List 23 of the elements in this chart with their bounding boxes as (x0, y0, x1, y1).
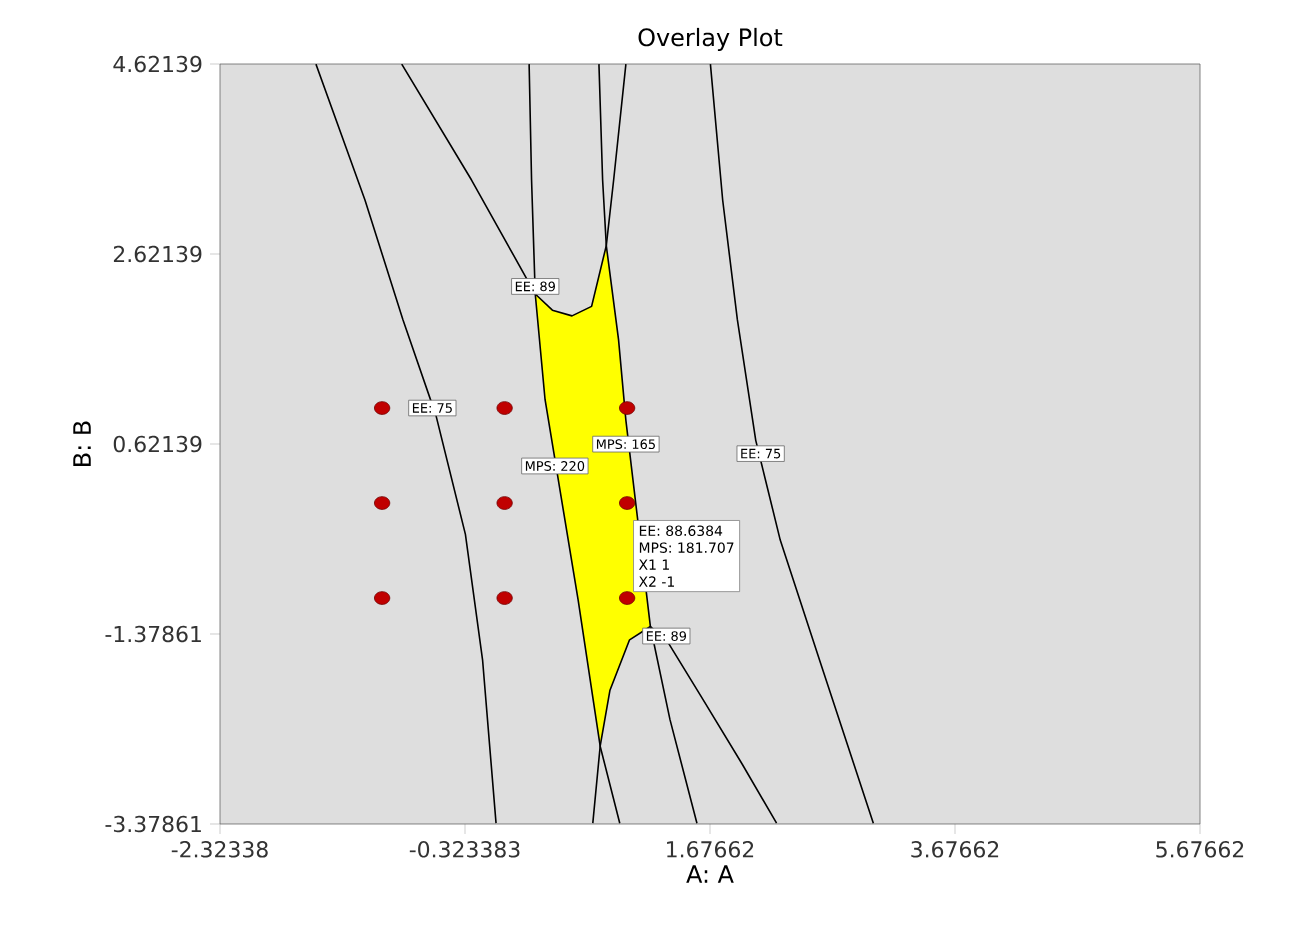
x-tick-label: -0.323383 (409, 841, 520, 858)
y-tick-label: 2.62139 (113, 245, 202, 263)
point (374, 401, 391, 415)
point (374, 496, 391, 510)
x-axis-title: A: A (686, 865, 734, 883)
line-series (315, 64, 497, 824)
point (619, 496, 636, 510)
x-tick-label: -2.32338 (171, 841, 268, 858)
x-tick-label: 1.67662 (667, 841, 754, 858)
point (619, 401, 636, 415)
y-tick-label: 0.62139 (113, 435, 202, 453)
point (496, 401, 513, 415)
y-tick-label: 4.62139 (113, 55, 202, 73)
x-tick-label: 3.67662 (911, 841, 999, 858)
point (374, 591, 391, 605)
point (619, 591, 636, 605)
y-tick-label: -1.37861 (105, 625, 201, 643)
y-tick-label: -3.37861 (105, 815, 201, 833)
x-tick-label: 5.67662 (1156, 841, 1244, 858)
point (496, 591, 513, 605)
y-axis-title: B: B (73, 421, 91, 466)
chart-title: Overlay Plot (638, 27, 783, 51)
point (496, 496, 513, 510)
